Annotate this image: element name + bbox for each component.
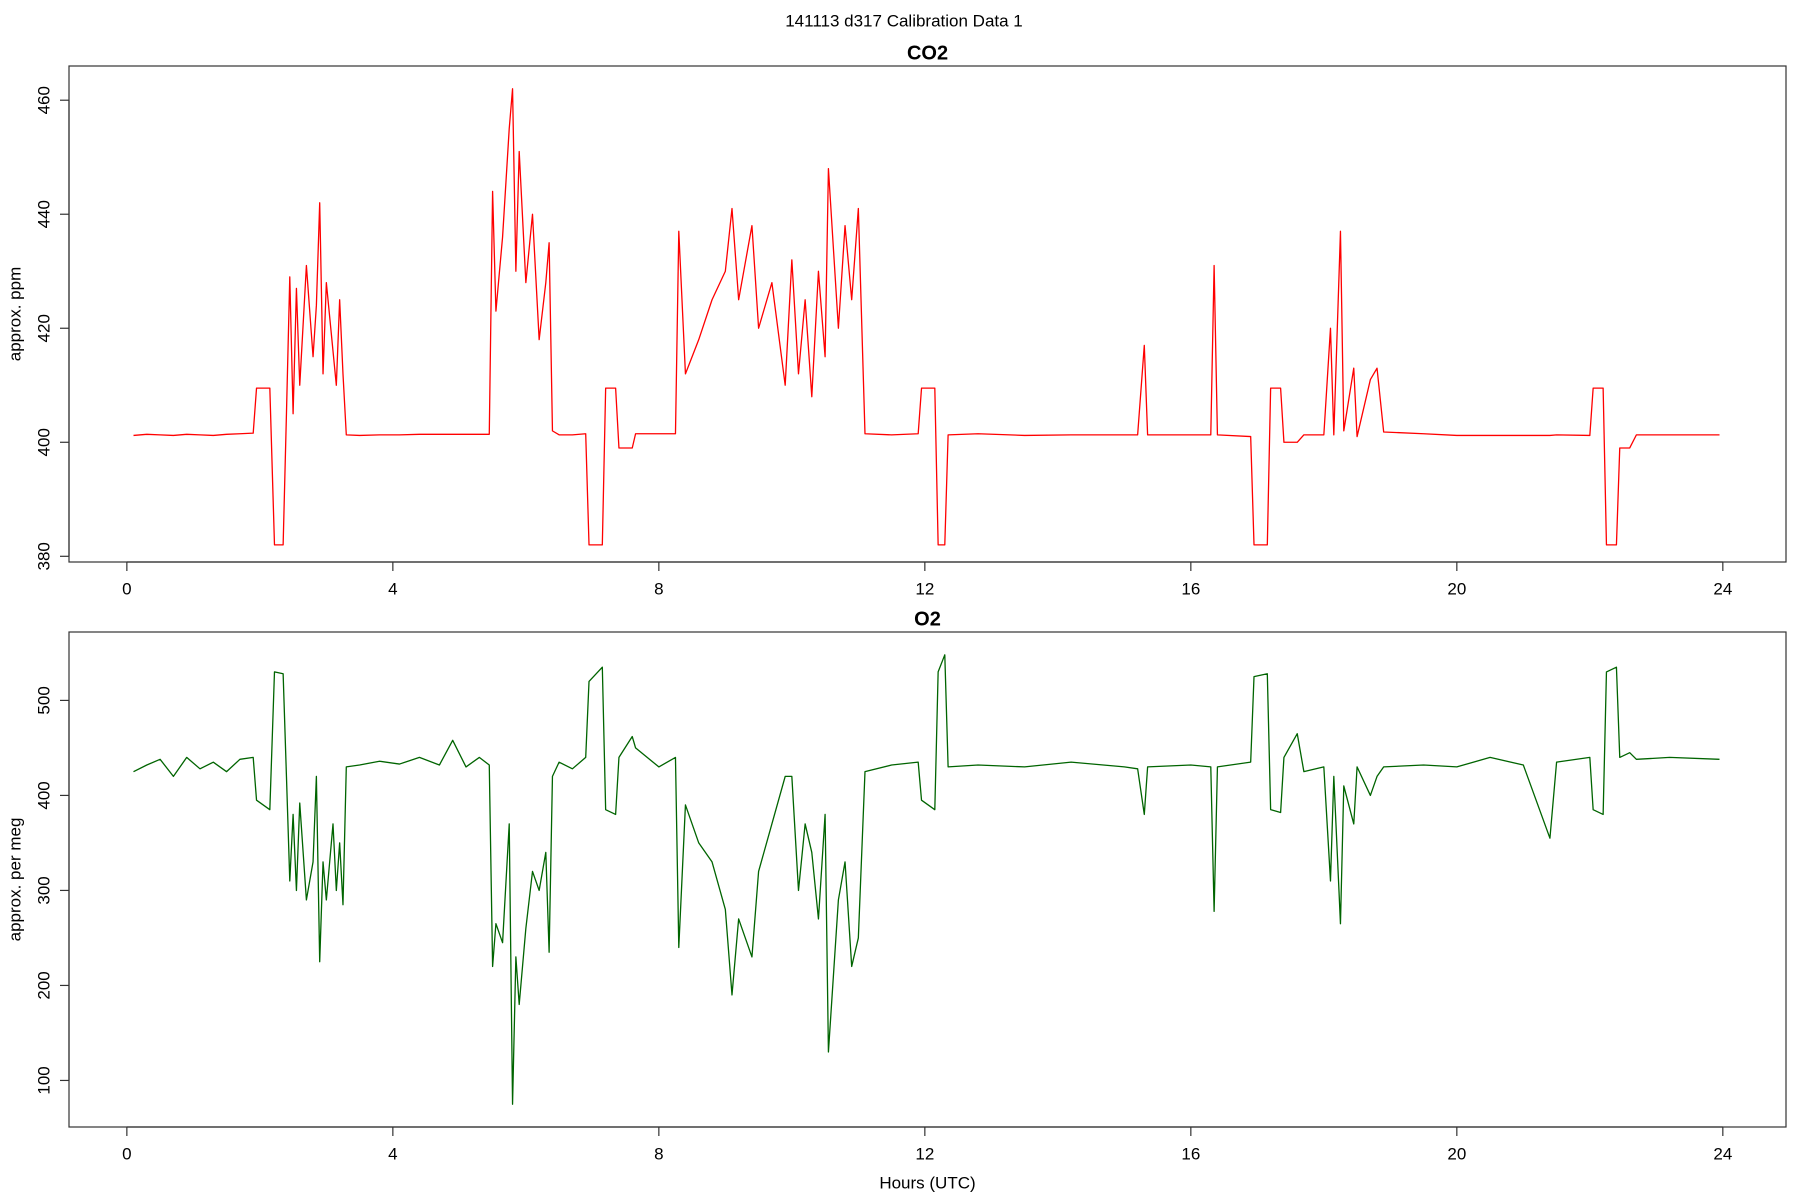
- plot-frame: [68, 65, 1787, 563]
- y-tick-label: 460: [34, 86, 53, 114]
- y-tick-label: 400: [34, 428, 53, 456]
- x-tick-label: 4: [388, 579, 397, 598]
- x-tick-label: 8: [654, 579, 663, 598]
- plot-frame: [68, 631, 1787, 1128]
- x-tick-label: 20: [1447, 579, 1466, 598]
- x-tick-label: 4: [388, 1144, 397, 1163]
- y-tick-label: 300: [34, 876, 53, 904]
- panel-title: O2: [914, 608, 941, 630]
- x-tick-label: 0: [122, 579, 131, 598]
- x-axis-label: Hours (UTC): [879, 1173, 975, 1192]
- x-tick-label: 0: [122, 1144, 131, 1163]
- x-tick-label: 12: [915, 1144, 934, 1163]
- y-tick-label: 400: [34, 781, 53, 809]
- chart-title: 141113 d317 Calibration Data 1: [785, 11, 1023, 30]
- data-line: [133, 88, 1720, 546]
- x-tick-label: 20: [1447, 1144, 1466, 1163]
- y-tick-label: 440: [34, 200, 53, 228]
- x-tick-label: 16: [1181, 1144, 1200, 1163]
- x-tick-label: 24: [1713, 1144, 1732, 1163]
- y-tick-label: 420: [34, 314, 53, 342]
- x-tick-label: 16: [1181, 579, 1200, 598]
- y-axis-label: approx. per meg: [5, 818, 24, 942]
- data-line: [133, 654, 1720, 1105]
- y-axis-label: approx. ppm: [5, 267, 24, 362]
- y-tick-label: 200: [34, 971, 53, 999]
- panel-title: CO2: [907, 42, 948, 64]
- y-tick-label: 380: [34, 542, 53, 570]
- y-tick-label: 100: [34, 1066, 53, 1094]
- x-tick-label: 8: [654, 1144, 663, 1163]
- x-tick-label: 12: [915, 579, 934, 598]
- y-tick-label: 500: [34, 686, 53, 714]
- x-tick-label: 24: [1713, 579, 1732, 598]
